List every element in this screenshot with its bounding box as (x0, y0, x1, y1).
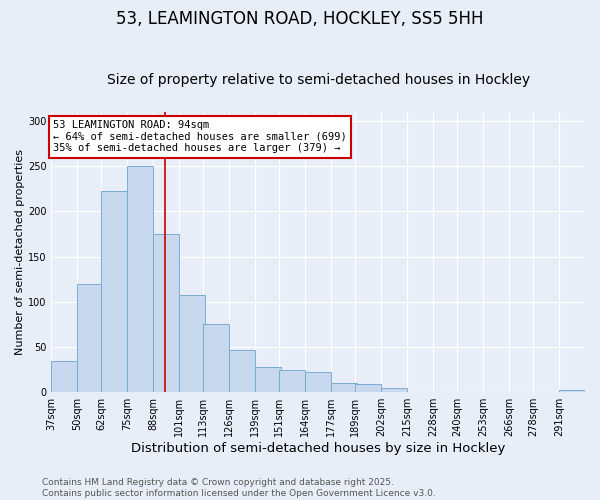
Bar (559, 390, 585, 392)
Bar (179, 294, 205, 392)
Bar (51, 360, 77, 392)
Bar (355, 384, 381, 392)
Bar (305, 372, 331, 392)
Bar (381, 388, 407, 392)
Bar (331, 383, 357, 392)
Bar (279, 370, 305, 392)
Text: 53 LEAMINGTON ROAD: 94sqm
← 64% of semi-detached houses are smaller (699)
35% of: 53 LEAMINGTON ROAD: 94sqm ← 64% of semi-… (53, 120, 347, 154)
Y-axis label: Number of semi-detached properties: Number of semi-detached properties (15, 149, 25, 355)
Bar (203, 324, 229, 392)
Text: Contains HM Land Registry data © Crown copyright and database right 2025.
Contai: Contains HM Land Registry data © Crown c… (42, 478, 436, 498)
Bar (255, 367, 281, 392)
Bar (101, 192, 127, 392)
Bar (229, 350, 255, 392)
X-axis label: Distribution of semi-detached houses by size in Hockley: Distribution of semi-detached houses by … (131, 442, 505, 455)
Bar (153, 234, 179, 392)
Title: Size of property relative to semi-detached houses in Hockley: Size of property relative to semi-detach… (107, 73, 530, 87)
Text: 53, LEAMINGTON ROAD, HOCKLEY, SS5 5HH: 53, LEAMINGTON ROAD, HOCKLEY, SS5 5HH (116, 10, 484, 28)
Bar (127, 166, 153, 392)
Bar (77, 284, 103, 392)
